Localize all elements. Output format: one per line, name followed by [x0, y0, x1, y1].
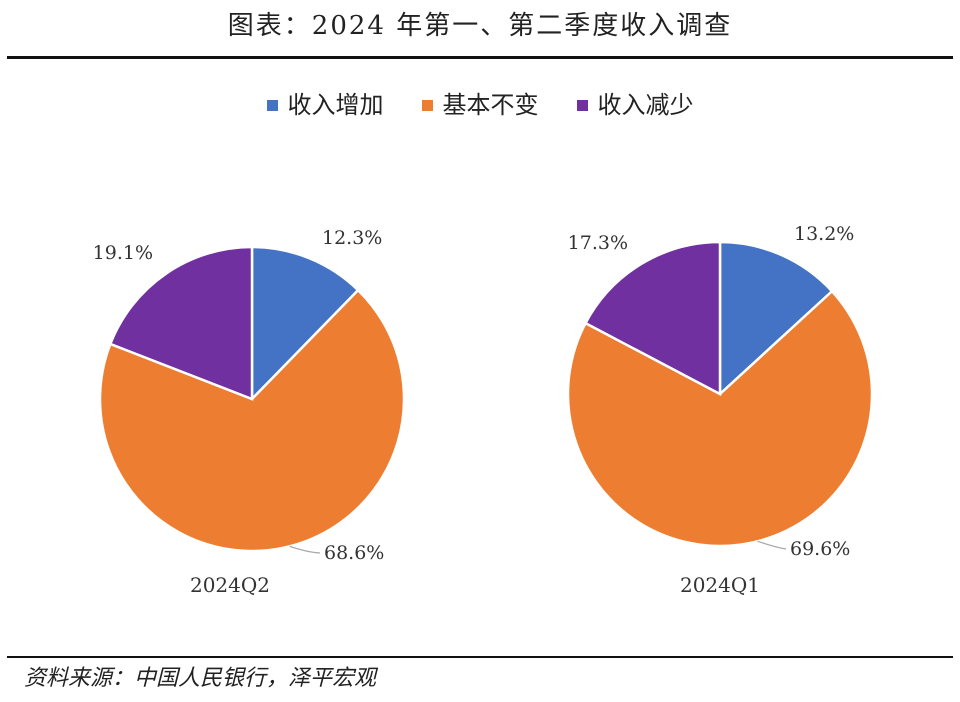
- data-label-2024q1-unchanged: 69.6%: [790, 538, 850, 560]
- source-note: 资料来源：中国人民银行，泽平宏观: [24, 666, 377, 691]
- top-rule: [7, 56, 953, 59]
- data-label-2024q1-increase: 13.2%: [794, 223, 854, 245]
- legend: 收入增加 基本不变 收入减少: [0, 90, 960, 120]
- legend-label-increase: 收入增加: [287, 91, 384, 119]
- data-label-2024q2-unchanged: 68.6%: [324, 542, 384, 564]
- slice-2024q2-increase: [250, 245, 360, 403]
- slice-2024q2-unchanged: [98, 288, 406, 553]
- bottom-rule: [7, 656, 953, 658]
- leader-line-2024q2: [289, 545, 321, 554]
- slice-2024q2-decrease: [108, 245, 254, 401]
- legend-label-unchanged: 基本不变: [442, 91, 539, 119]
- category-label-2024q1: 2024Q1: [680, 573, 760, 597]
- legend-item-unchanged: 基本不变: [421, 90, 539, 120]
- leader-line-2024q1: [757, 540, 787, 550]
- chart-title: 图表：2024 年第一、第二季度收入调查: [227, 11, 733, 41]
- legend-label-decrease: 收入减少: [597, 91, 694, 119]
- legend-item-increase: 收入增加: [266, 90, 384, 120]
- data-label-2024q2-decrease: 19.1%: [93, 242, 153, 264]
- legend-swatch-increase: [266, 99, 278, 111]
- data-label-2024q1-decrease: 17.3%: [568, 232, 628, 254]
- legend-swatch-unchanged: [421, 99, 433, 111]
- legend-item-decrease: 收入减少: [576, 90, 694, 120]
- category-label-2024q2: 2024Q2: [190, 573, 270, 597]
- legend-swatch-decrease: [576, 99, 588, 111]
- slice-2024q1-decrease: [583, 240, 722, 397]
- slice-2024q1-increase: [718, 240, 834, 397]
- data-label-2024q2-increase: 12.3%: [322, 227, 382, 249]
